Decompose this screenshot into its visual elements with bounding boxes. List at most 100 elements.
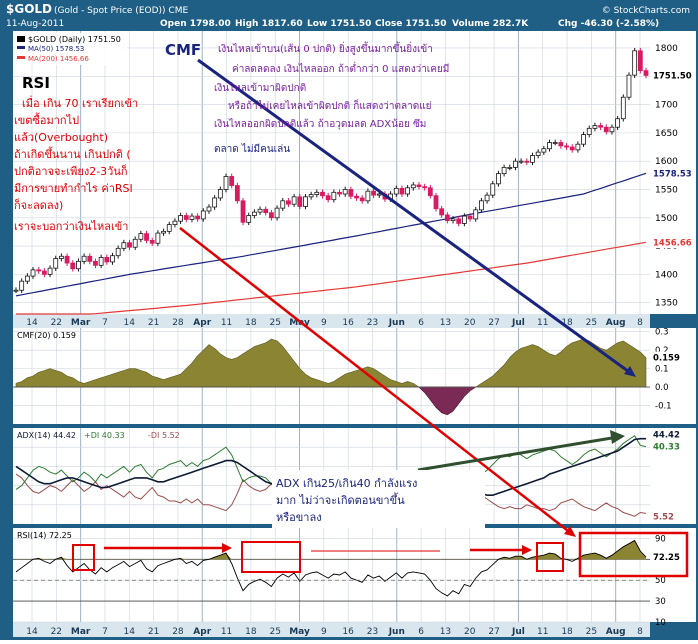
- mdi-last-tag: 5.52: [653, 512, 674, 522]
- x-tick-label-bottom: 18: [561, 627, 573, 637]
- price-bar-body: [212, 197, 218, 208]
- price-bar-body: [365, 190, 371, 202]
- rsi-overbought-area: [16, 540, 646, 560]
- cmf-yaxis: [650, 328, 696, 424]
- cmf-annotation-title: CMF: [165, 41, 201, 59]
- adx-note-line-3: หรือขาลง: [276, 511, 322, 524]
- rsi-last-tag: 72.25: [653, 553, 680, 563]
- price-bar-body: [70, 262, 76, 270]
- x-tick-label: 20: [464, 318, 476, 328]
- x-tick-label-bottom: Jul: [511, 627, 525, 637]
- price-bar-body: [30, 269, 36, 277]
- x-tick-label: Mar: [71, 318, 91, 328]
- ma200-last-tag: 1456.66: [653, 238, 692, 248]
- price-bars-layer: [13, 47, 649, 294]
- price-bar-body: [41, 270, 47, 275]
- cmf-annotation: CMF เงินไหลเข้าบน(เส้น 0 ปกติ) ยิ่งสูงขึ…: [165, 41, 449, 155]
- x-tick-label-bottom: 13: [440, 627, 451, 637]
- price-bar-body: [337, 191, 342, 195]
- price-bar-body: [558, 142, 564, 147]
- price-bar-body: [115, 247, 121, 257]
- price-bar-body: [410, 184, 416, 189]
- adx-annotation-bg: [272, 470, 485, 528]
- rsi-box-3: [536, 542, 564, 572]
- price-bar-body: [183, 215, 189, 220]
- x-tick-label: Apr: [193, 318, 211, 328]
- chart-title: (Gold - Spot Price (EOD)) CME: [54, 6, 188, 16]
- rsi-y-tick: 10: [655, 618, 666, 628]
- cmf-y-tick: 0.1: [655, 365, 669, 375]
- x-tick-label: 7: [102, 318, 108, 328]
- x-tick-label-bottom: 28: [172, 627, 184, 637]
- x-tick-label-bottom: 22: [51, 627, 62, 637]
- adx-green-arrow-line: [417, 435, 619, 472]
- x-tick-label: 16: [342, 318, 354, 328]
- price-bar-body: [575, 143, 581, 151]
- price-bar-body: [444, 214, 450, 222]
- price-bar-body: [155, 232, 161, 244]
- cmf-y-tick: -0.1: [655, 402, 672, 412]
- rsi-overbought-markers: [72, 531, 689, 578]
- adx-last-tag-bg: [651, 428, 695, 441]
- price-bar-body: [569, 146, 575, 151]
- price-bar-body: [422, 186, 428, 189]
- price-bar-body: [144, 233, 149, 241]
- price-last-tag-bg: [651, 69, 695, 82]
- price-bar-body: [342, 189, 348, 195]
- x-tick-label-bottom: 14: [26, 627, 38, 637]
- price-bar-body: [59, 255, 64, 259]
- price-bar-body: [461, 215, 467, 224]
- price-bar-body: [36, 269, 42, 272]
- x-tick-label: 11: [221, 318, 232, 328]
- price-bar-body: [484, 194, 490, 202]
- price-legend: $GOLD (Daily) 1751.50 MA(50) 1578.53 MA(…: [15, 33, 127, 65]
- price-bar-body: [547, 142, 552, 150]
- price-bar-body: [110, 255, 115, 263]
- price-bar-body: [297, 196, 303, 207]
- price-bar-body: [473, 209, 479, 220]
- price-bar-body: [450, 218, 456, 222]
- x-tick-label: Jun: [388, 318, 405, 328]
- symbol-label: $GOLD: [6, 2, 52, 16]
- mdi-legend: -DI 5.52: [148, 431, 180, 440]
- price-bar-body: [615, 118, 621, 128]
- price-bar-body: [393, 187, 399, 195]
- price-bar-body: [13, 289, 19, 292]
- price-bar-body: [490, 183, 496, 196]
- x-tick-label: 8: [637, 318, 643, 328]
- price-bar-body: [632, 50, 638, 76]
- price-y-tick: 1400: [655, 270, 678, 280]
- x-tick-label: 18: [561, 318, 573, 328]
- ma50-last-tag: 1578.53: [653, 169, 692, 179]
- price-bar-body: [518, 160, 524, 163]
- rsi-last-tag-bg: [651, 550, 695, 563]
- x-tick-label-bottom: 23: [367, 627, 378, 637]
- adx-note-line-2: มาก ไม่ว่าจะเกิดตอนขาขึ้น: [276, 492, 405, 507]
- x-tick-label-bottom: 8: [637, 627, 643, 637]
- annotation-arrows: [179, 58, 636, 537]
- price-bar-body: [127, 242, 132, 248]
- price-bar-body: [308, 194, 314, 198]
- cmf-note-line-5: เงินไหลออกผิดปกติแล้ว ถ้าอวุดมลด ADXน้อย…: [214, 118, 426, 130]
- price-bar-body: [217, 189, 223, 199]
- x-tick-label-bottom: Mar: [71, 627, 91, 637]
- x-tick-label: 25: [269, 318, 280, 328]
- price-bar-body: [274, 207, 280, 219]
- price-bar-body: [229, 176, 235, 186]
- price-bar-body: [240, 200, 246, 223]
- cmf-positive-area: [15, 338, 647, 388]
- rsi-line: [15, 539, 647, 597]
- price-bar-body: [479, 200, 484, 211]
- price-bar-body: [416, 184, 422, 188]
- rsi-note-line-2: เขตซื้อมากไป: [14, 112, 79, 127]
- cmf-note-line-6: ตลาด ไม่มีคนเล่น: [214, 143, 290, 155]
- price-bar-body: [637, 50, 643, 72]
- cmf-legend: CMF(20) 0.159: [17, 331, 76, 340]
- x-tick-label-bottom: 25: [586, 627, 597, 637]
- price-bar-body: [530, 155, 535, 163]
- price-y-tick: 1650: [655, 129, 678, 139]
- cmf-layer: [13, 338, 650, 416]
- price-bar-body: [104, 256, 110, 263]
